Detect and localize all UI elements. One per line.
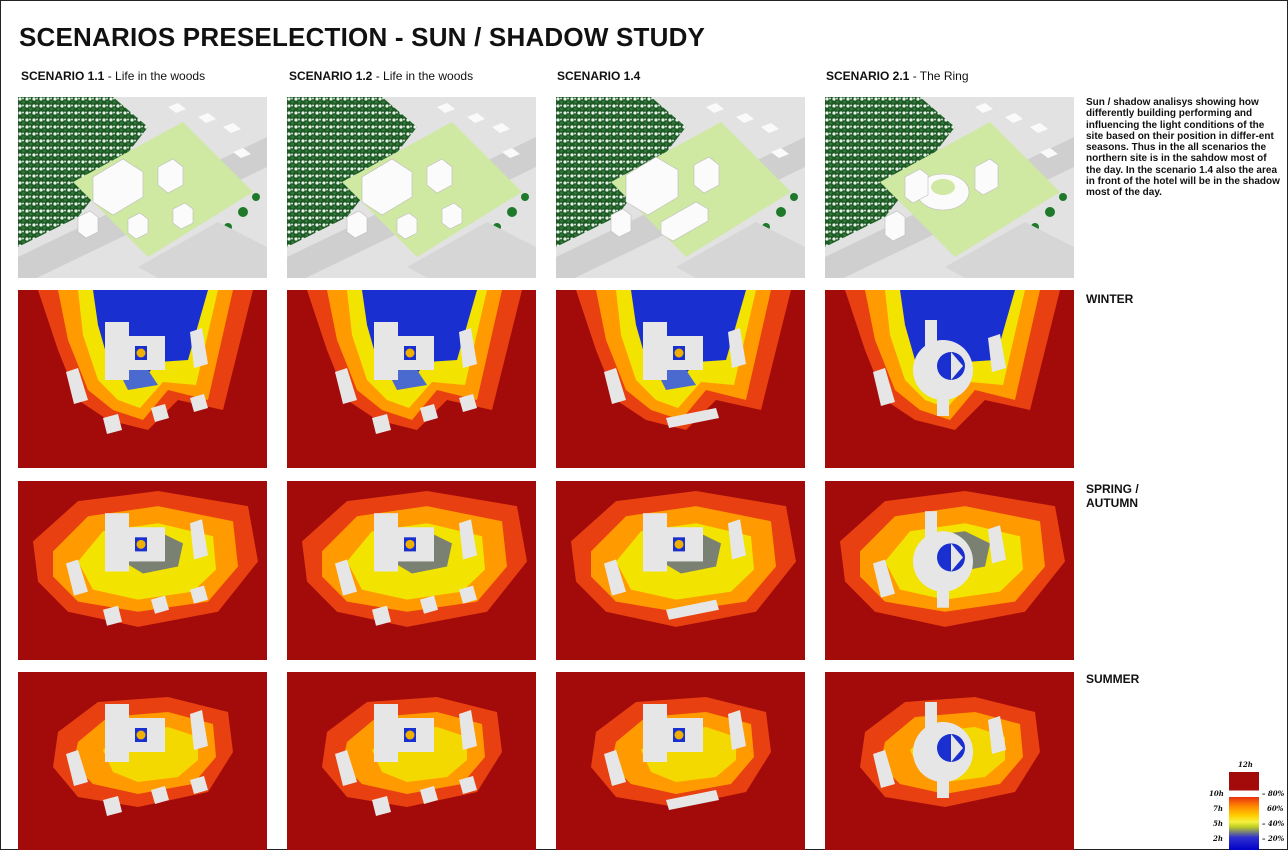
aerial-render-scenario-1-1 bbox=[18, 97, 267, 278]
legend-pct-80: – 80% bbox=[1262, 789, 1285, 798]
season-label-winter: WINTER bbox=[1086, 292, 1134, 306]
heatmap-winter-2-1 bbox=[825, 290, 1074, 468]
study-description: Sun / shadow analisys showing how differ… bbox=[1086, 97, 1280, 199]
scenario-heading-2: SCENARIO 1.2 - Life in the woods bbox=[289, 69, 474, 83]
legend-hour-7: 7h bbox=[1213, 804, 1223, 813]
heatmap-spring-2-1 bbox=[825, 481, 1074, 660]
legend-hour-10: 10h bbox=[1209, 789, 1224, 798]
heatmap-spring-1-2 bbox=[287, 481, 536, 660]
page-title: SCENARIOS PRESELECTION - SUN / SHADOW ST… bbox=[19, 22, 706, 52]
hours-color-legend: 12h 10h 7h 5h 2h – 80% 60% – 40% – 20% bbox=[1200, 757, 1288, 850]
heatmap-summer-1-2 bbox=[287, 672, 536, 850]
scenario-heading-4: SCENARIO 2.1 - The Ring bbox=[826, 69, 969, 83]
legend-hour-2: 2h bbox=[1213, 834, 1223, 843]
scenario-heading-3: SCENARIO 1.4 bbox=[557, 69, 641, 83]
heatmap-winter-1-2 bbox=[287, 290, 536, 468]
legend-pct-20: – 20% bbox=[1262, 834, 1285, 843]
legend-color-bar bbox=[1229, 772, 1259, 850]
heatmap-winter-1-4 bbox=[556, 290, 805, 468]
heatmap-spring-1-1 bbox=[18, 481, 267, 660]
season-label-spring-autumn: SPRING / AUTUMN bbox=[1086, 482, 1139, 510]
heatmap-summer-2-1 bbox=[825, 672, 1074, 850]
aerial-render-scenario-1-4 bbox=[556, 97, 805, 278]
heatmap-summer-1-1 bbox=[18, 672, 267, 850]
legend-hour-5: 5h bbox=[1213, 819, 1223, 828]
heatmap-winter-1-1 bbox=[18, 290, 267, 468]
legend-pct-40: – 40% bbox=[1262, 819, 1285, 828]
scenario-heading-1: SCENARIO 1.1 - Life in the woods bbox=[21, 69, 206, 83]
aerial-render-scenario-2-1 bbox=[825, 97, 1074, 278]
season-label-summer: SUMMER bbox=[1086, 672, 1140, 686]
legend-pct-60: 60% bbox=[1267, 804, 1284, 813]
aerial-render-scenario-1-2 bbox=[287, 97, 536, 278]
heatmap-summer-1-4 bbox=[556, 672, 805, 850]
heatmap-spring-1-4 bbox=[556, 481, 805, 660]
legend-top-label: 12h bbox=[1238, 760, 1253, 769]
